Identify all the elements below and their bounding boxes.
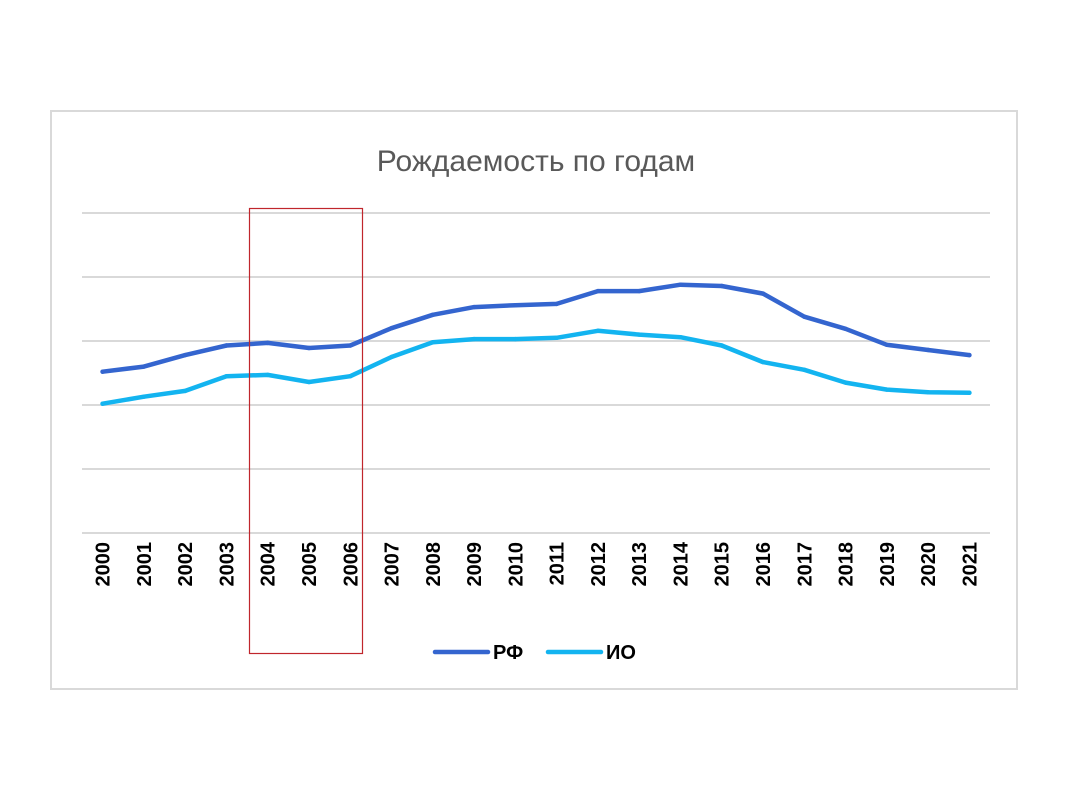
x-tick-label: 2001 bbox=[134, 542, 156, 587]
x-tick-label: 2005 bbox=[299, 542, 321, 587]
data-point bbox=[802, 367, 807, 372]
data-point bbox=[430, 340, 435, 345]
data-point bbox=[513, 336, 518, 342]
data-point bbox=[265, 340, 270, 346]
data-point bbox=[595, 328, 601, 333]
data-point bbox=[471, 336, 477, 342]
highlight-box bbox=[248, 207, 364, 655]
legend-label-1: РФ bbox=[493, 642, 523, 664]
data-point bbox=[224, 374, 229, 379]
chart-title: Рождаемость по годам bbox=[377, 145, 695, 178]
x-tick-label: 2004 bbox=[258, 541, 280, 586]
x-tick-label: 2009 bbox=[464, 542, 486, 587]
x-tick-label: 2020 bbox=[918, 542, 940, 587]
x-tick-label: 2021 bbox=[959, 542, 981, 587]
data-point bbox=[554, 335, 559, 340]
data-point bbox=[637, 332, 642, 337]
x-tick-label: 2003 bbox=[216, 542, 238, 587]
x-tick-label: 2010 bbox=[505, 542, 527, 587]
data-point bbox=[389, 326, 394, 331]
x-tick-label: 2013 bbox=[629, 542, 651, 587]
data-point bbox=[389, 354, 394, 360]
data-point bbox=[100, 401, 105, 406]
legend: РФ ИО bbox=[432, 642, 636, 664]
data-point bbox=[306, 345, 312, 351]
data-point bbox=[306, 379, 312, 385]
data-point bbox=[554, 301, 559, 307]
data-point bbox=[513, 303, 518, 308]
x-tick-label: 2006 bbox=[340, 542, 362, 587]
data-point bbox=[141, 394, 147, 399]
data-point bbox=[760, 359, 766, 365]
data-point bbox=[348, 374, 353, 379]
data-point bbox=[100, 369, 105, 374]
data-point bbox=[141, 364, 147, 369]
series-line-1 bbox=[100, 282, 972, 374]
data-point bbox=[430, 312, 435, 317]
data-point bbox=[183, 388, 188, 394]
data-point bbox=[802, 314, 807, 319]
x-tick-label: 2011 bbox=[547, 542, 569, 585]
data-point bbox=[843, 326, 848, 331]
x-tick-label: 2000 bbox=[93, 542, 115, 587]
x-tick-label: 2007 bbox=[382, 542, 404, 587]
data-point bbox=[884, 387, 889, 392]
data-point bbox=[471, 304, 477, 310]
data-point bbox=[760, 291, 766, 296]
legend-label-2: ИО bbox=[606, 642, 636, 664]
data-point bbox=[183, 352, 188, 358]
data-point bbox=[678, 335, 683, 340]
x-tick-label: 2015 bbox=[712, 542, 734, 587]
data-point bbox=[224, 343, 229, 348]
x-tick-label: 2014 bbox=[670, 541, 692, 586]
data-point bbox=[719, 343, 724, 348]
data-point bbox=[678, 282, 683, 287]
x-tick-label: 2016 bbox=[753, 542, 775, 587]
data-point bbox=[265, 372, 270, 378]
data-point bbox=[719, 283, 724, 289]
data-point bbox=[843, 380, 848, 385]
data-point bbox=[967, 352, 972, 358]
data-point bbox=[637, 288, 642, 294]
x-tick-label: 2019 bbox=[877, 542, 899, 587]
chart-frame: Рождаемость по годам 2000 2001 2002 2003 200… bbox=[50, 110, 1018, 690]
x-tick-label: 2017 bbox=[794, 542, 816, 587]
data-point bbox=[967, 390, 972, 395]
data-point bbox=[884, 342, 889, 347]
x-tick-label: 2002 bbox=[175, 542, 197, 587]
data-point bbox=[925, 347, 931, 353]
data-point bbox=[348, 343, 353, 348]
x-tick-label: 2008 bbox=[423, 542, 445, 587]
line-chart: Рождаемость по годам 2000 2001 2002 2003 200… bbox=[82, 145, 990, 664]
data-point bbox=[595, 288, 601, 294]
x-tick-label: 2018 bbox=[836, 542, 858, 587]
series-line-2 bbox=[100, 328, 972, 406]
data-point bbox=[925, 390, 931, 395]
x-tick-label: 2012 bbox=[588, 542, 610, 587]
